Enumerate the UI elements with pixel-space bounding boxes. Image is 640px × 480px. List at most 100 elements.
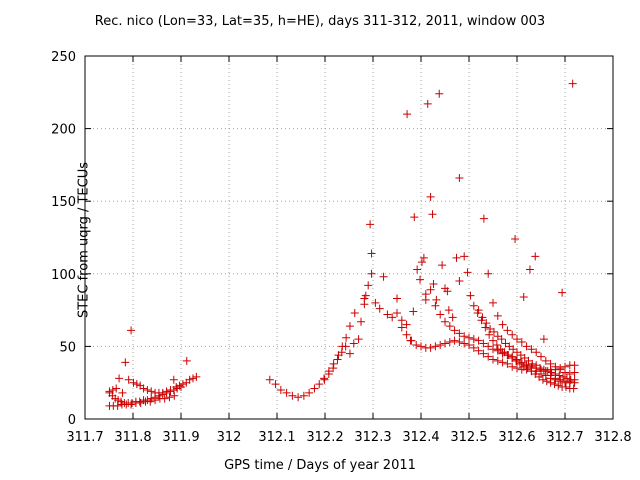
- data-point: [541, 367, 550, 376]
- data-point: [276, 385, 285, 394]
- data-point: [469, 343, 478, 352]
- x-tick-label: 312.6: [498, 430, 535, 445]
- data-point: [282, 388, 291, 397]
- data-point: [371, 298, 380, 307]
- data-point: [151, 396, 160, 405]
- data-point: [305, 388, 314, 397]
- data-point: [315, 380, 324, 389]
- data-point: [438, 261, 447, 270]
- x-tick-label: 311.8: [114, 430, 151, 445]
- data-point: [364, 281, 373, 290]
- data-point: [546, 378, 555, 387]
- data-point: [413, 265, 422, 274]
- data-point: [482, 319, 491, 328]
- data-point: [484, 342, 493, 351]
- data-point: [570, 375, 579, 384]
- data-point: [417, 342, 425, 351]
- data-point: [345, 349, 354, 358]
- data-point: [412, 340, 421, 349]
- data-point: [397, 323, 406, 332]
- data-point: [158, 390, 167, 399]
- data-point: [569, 384, 578, 393]
- data-point: [554, 381, 563, 390]
- x-tick-label: 311.9: [162, 430, 199, 445]
- data-point: [493, 345, 502, 354]
- data-point: [460, 252, 469, 261]
- data-point: [367, 269, 376, 278]
- data-point: [489, 355, 497, 364]
- plot-frame: [84, 55, 614, 420]
- data-point: [452, 253, 461, 262]
- data-point: [551, 362, 560, 371]
- data-point: [357, 317, 365, 326]
- data-point: [503, 326, 512, 335]
- data-point: [450, 336, 459, 345]
- data-point: [525, 265, 534, 274]
- data-point: [147, 387, 156, 396]
- data-point: [435, 89, 444, 98]
- data-point: [539, 335, 548, 344]
- data-point: [410, 213, 419, 222]
- data-point: [294, 393, 303, 402]
- data-point: [118, 388, 127, 397]
- data-point: [469, 301, 478, 310]
- data-point: [445, 338, 454, 347]
- data-point: [503, 359, 512, 368]
- data-point: [445, 322, 454, 331]
- data-point: [558, 288, 567, 297]
- data-point: [531, 252, 540, 261]
- data-point: [450, 326, 459, 335]
- data-point: [443, 287, 452, 296]
- data-point: [329, 364, 338, 373]
- data-point: [503, 351, 512, 360]
- data-point: [517, 359, 526, 368]
- grid-lines: [85, 56, 613, 419]
- data-point: [466, 291, 475, 300]
- data-point: [146, 397, 155, 406]
- data-point: [165, 393, 174, 402]
- data-point: [341, 342, 350, 351]
- data-point: [337, 348, 346, 357]
- data-point: [192, 372, 201, 381]
- data-point: [432, 295, 441, 304]
- x-tick-label: 311.7: [66, 430, 103, 445]
- data-point: [129, 378, 138, 387]
- data-point: [561, 368, 569, 377]
- data-point: [342, 333, 351, 342]
- x-axis-label: GPS time / Days of year 2011: [224, 458, 416, 473]
- data-point: [288, 391, 297, 400]
- data-point: [492, 340, 501, 349]
- data-point: [366, 220, 375, 229]
- data-point: [436, 310, 445, 319]
- data-point: [429, 279, 438, 288]
- data-point: [498, 320, 507, 329]
- data-point: [402, 320, 411, 329]
- x-tick-label: 312: [217, 430, 242, 445]
- data-point: [310, 384, 319, 393]
- data-point: [556, 365, 565, 374]
- data-point: [379, 272, 388, 281]
- data-point: [360, 300, 369, 309]
- data-point: [136, 399, 145, 408]
- data-point: [498, 348, 507, 357]
- data-point: [484, 269, 493, 278]
- data-point: [546, 371, 555, 380]
- data-point: [431, 301, 440, 310]
- data-point: [402, 330, 411, 339]
- data-point: [493, 311, 502, 320]
- data-point: [474, 306, 483, 315]
- data-point: [416, 275, 425, 284]
- data-points: [105, 79, 579, 410]
- x-tick-label: 312.8: [594, 430, 631, 445]
- data-point: [115, 374, 124, 383]
- data-point: [419, 253, 428, 262]
- data-point: [441, 317, 449, 326]
- data-point: [431, 342, 440, 351]
- data-point: [455, 277, 464, 286]
- data-point: [463, 268, 472, 277]
- x-tick-label: 312.4: [402, 430, 439, 445]
- data-point: [538, 375, 547, 384]
- data-point: [479, 339, 488, 348]
- data-point: [182, 356, 191, 365]
